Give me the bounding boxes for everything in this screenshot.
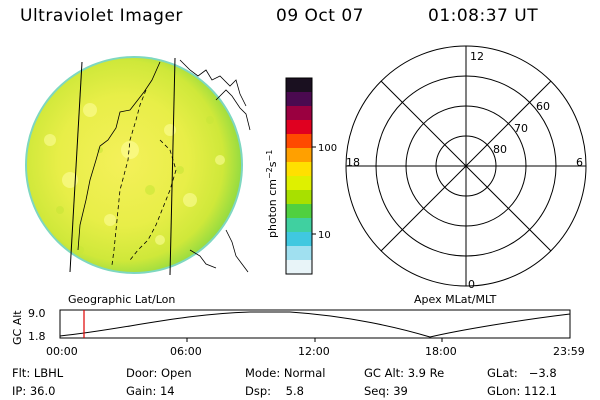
colorbar-band xyxy=(286,78,312,93)
mlt-label-6: 6 xyxy=(576,156,583,169)
colorbar-band xyxy=(286,260,312,275)
lat-label-60: 60 xyxy=(536,100,550,113)
altitude-curve xyxy=(59,311,571,338)
gain-status: Gain: 14 xyxy=(126,384,175,398)
seq-status: Seq: 39 xyxy=(364,384,408,398)
polar-plot: 12 0 18 6 60 70 80 xyxy=(345,45,587,291)
lat-label-80: 80 xyxy=(493,143,507,156)
polar-panel-label: Apex MLat/MLT xyxy=(414,293,497,306)
door-status: Door: Open xyxy=(126,366,192,380)
x-tick-1200: 12:00 xyxy=(298,345,330,358)
colorbar: 100 10 photon cm−2s−1 xyxy=(265,77,337,275)
glon-status: GLon: 112.1 xyxy=(487,384,557,398)
colorbar-band xyxy=(286,204,312,219)
x-tick-0000: 00:00 xyxy=(46,345,78,358)
altitude-plot: GC Alt 9.0 1.8 xyxy=(11,307,571,345)
date-readout: 09 Oct 07 xyxy=(276,6,364,26)
x-tick-2359: 23:59 xyxy=(553,345,585,358)
coastlines xyxy=(77,59,251,273)
colorbar-band xyxy=(286,120,312,135)
time-readout: 01:08:37 UT xyxy=(428,6,539,26)
filter-status: Flt: LBHL xyxy=(12,366,64,380)
colorbar-band xyxy=(286,218,312,233)
uv-image-panel xyxy=(25,56,251,276)
alt-tick-1-8: 1.8 xyxy=(28,330,46,343)
colorbar-band xyxy=(286,232,312,247)
lat-label-70: 70 xyxy=(514,122,528,135)
colorbar-band xyxy=(286,190,312,205)
altitude-ylabel: GC Alt xyxy=(11,310,24,345)
colorbar-unit-label: photon cm−2s−1 xyxy=(265,150,279,238)
mode-status: Mode: Normal xyxy=(245,366,326,380)
colorbar-tick-10: 10 xyxy=(318,230,331,241)
colorbar-band xyxy=(286,92,312,107)
x-tick-1800: 18:00 xyxy=(425,345,457,358)
colorbar-band xyxy=(286,162,312,177)
colorbar-band xyxy=(286,106,312,121)
colorbar-band xyxy=(286,134,312,149)
image-panel-label: Geographic Lat/Lon xyxy=(68,293,176,306)
colorbar-gradient xyxy=(286,78,312,275)
alt-tick-9: 9.0 xyxy=(28,307,46,320)
colorbar-band xyxy=(286,176,312,191)
colorbar-tick-100: 100 xyxy=(318,143,337,154)
colorbar-band xyxy=(286,148,312,163)
glat-status: GLat: −3.8 xyxy=(487,366,557,380)
dsp-status: Dsp: 5.8 xyxy=(245,384,304,398)
mlt-label-12: 12 xyxy=(470,50,484,63)
x-tick-0600: 06:00 xyxy=(170,345,202,358)
colorbar-band xyxy=(286,246,312,261)
gcalt-status: GC Alt: 3.9 Re xyxy=(364,366,445,380)
graticule-lines xyxy=(69,57,176,276)
ip-status: IP: 36.0 xyxy=(12,384,56,398)
mlt-label-18: 18 xyxy=(346,156,360,169)
app-title: Ultraviolet Imager xyxy=(20,6,183,26)
mlt-label-0: 0 xyxy=(468,278,475,291)
